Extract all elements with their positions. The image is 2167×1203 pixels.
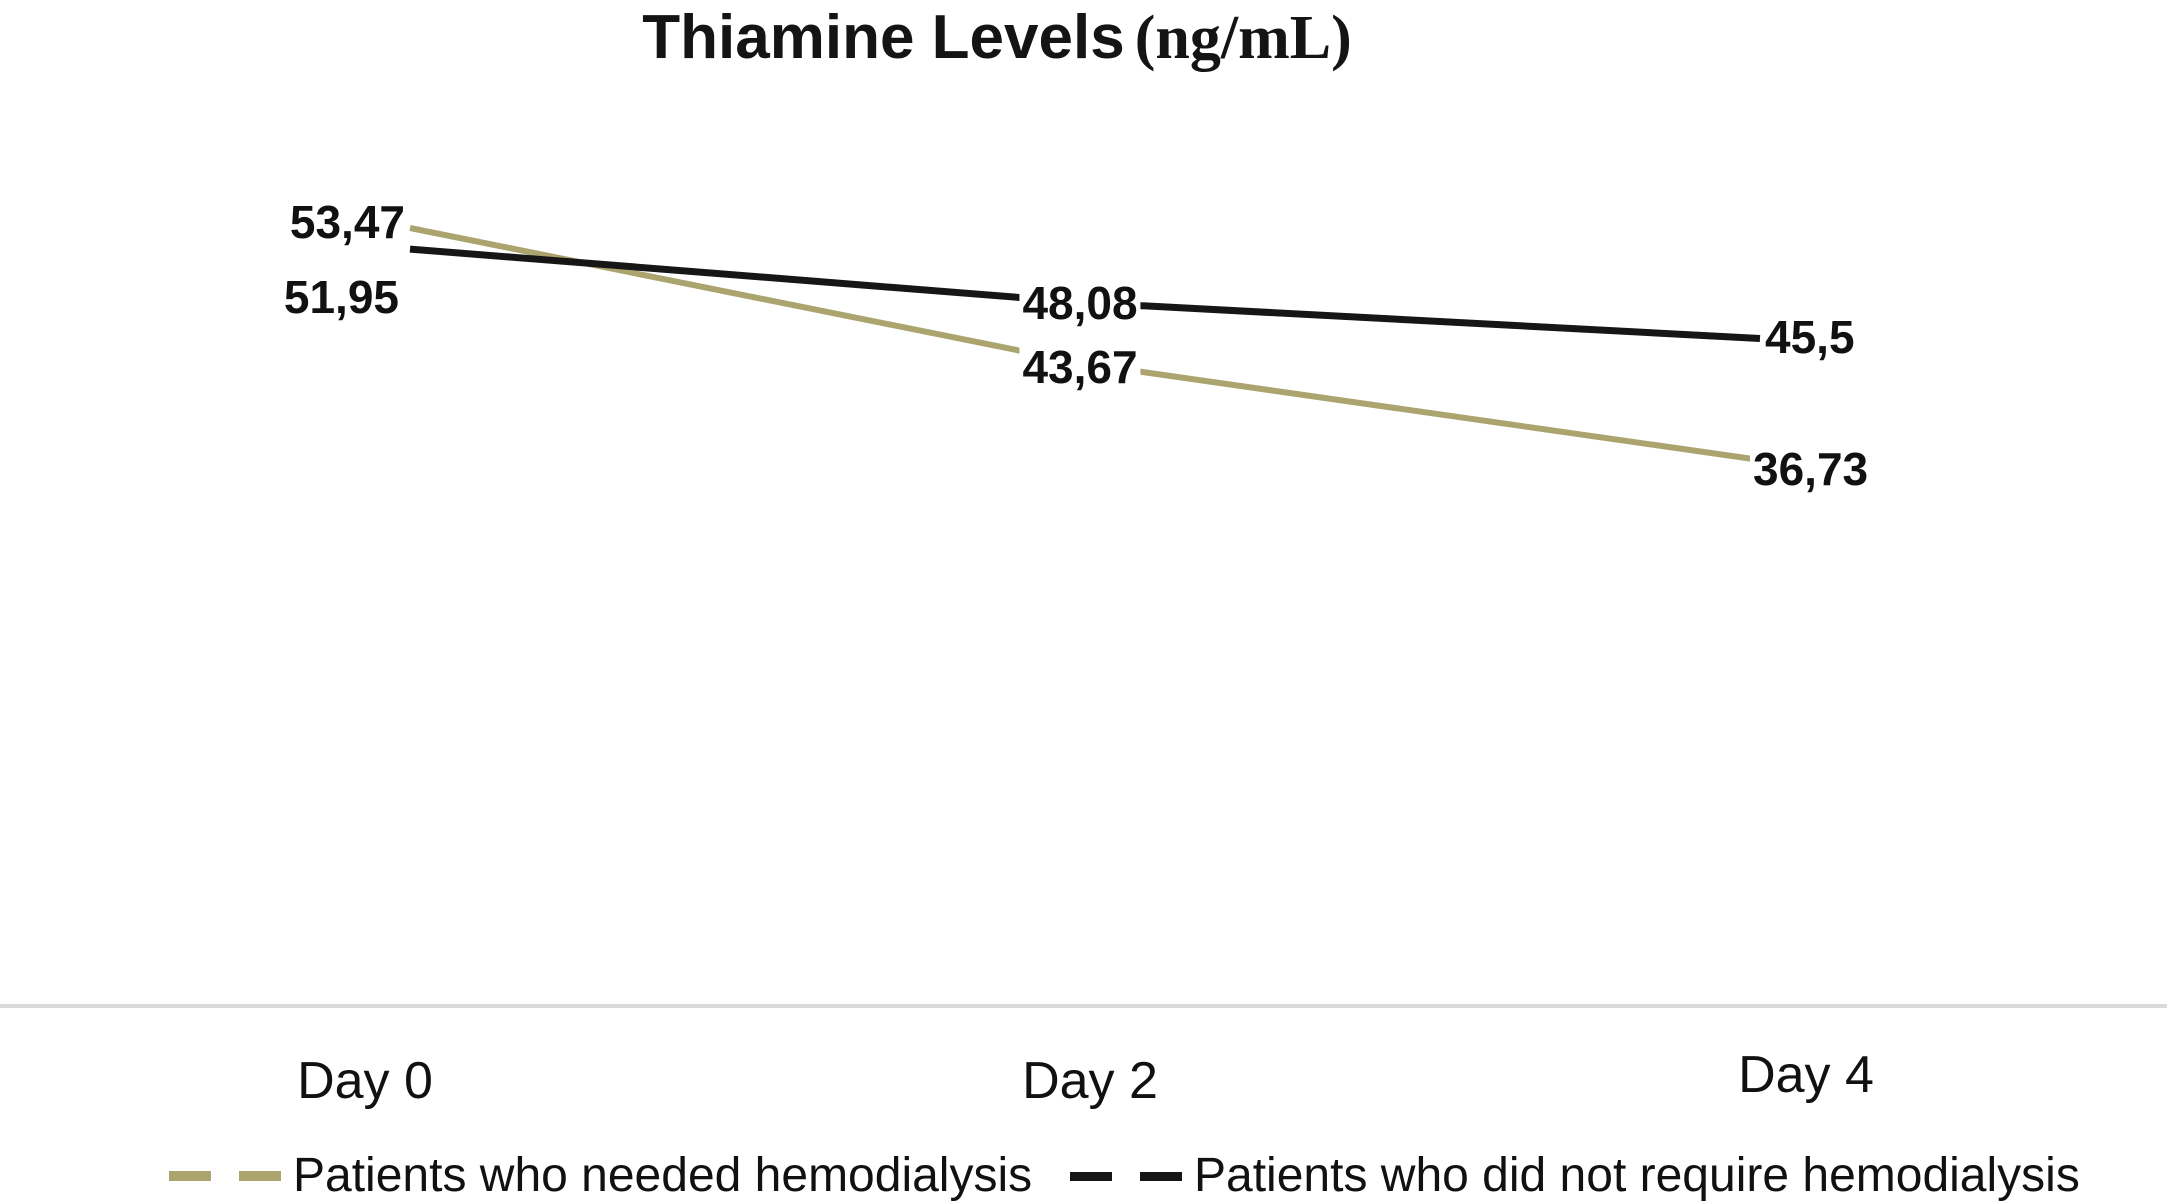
data-label-series0-day-2: 43,67 [1019,342,1141,392]
legend-label-no-hemodialysis: Patients who did not require hemodialysi… [1194,1149,2080,1202]
data-label-series1-day-0: 51,95 [280,272,402,322]
legend: Patients who needed hemodialysis Patient… [0,1149,2167,1203]
data-label-series1-day-4: 45,5 [1762,312,1858,362]
no-hemodialysis-dashed-line-key-icon [1070,1171,1182,1181]
chart-title-unit: (ng/mL) [1134,4,1352,72]
legend-item-no-hemodialysis: Patients who did not require hemodialysi… [1070,1149,2080,1203]
x-axis-label-day-0: Day 0 [297,1052,433,1110]
x-axis-label-day-4: Day 4 [1738,1046,1874,1104]
legend-label-needed-hemodialysis: Patients who needed hemodialysis [293,1149,1033,1202]
x-axis-line [0,1004,2167,1008]
needed-hemodialysis-dashed-line-key-icon [169,1171,281,1182]
legend-item-needed-hemodialysis: Patients who needed hemodialysis [169,1149,1033,1203]
dash-icon [239,1171,281,1182]
dash-icon [169,1171,211,1182]
dash-icon [1140,1171,1182,1181]
data-label-series0-day-4: 36,73 [1750,444,1872,494]
chart-title-text: Thiamine Levels [642,3,1125,72]
data-label-series1-day-2: 48,08 [1019,278,1141,328]
data-label-series0-day-0: 53,47 [286,197,408,247]
dash-icon [1070,1171,1112,1181]
x-axis-label-day-2: Day 2 [1022,1052,1158,1110]
chart-title: Thiamine Levels (ng/mL) [642,2,1351,74]
